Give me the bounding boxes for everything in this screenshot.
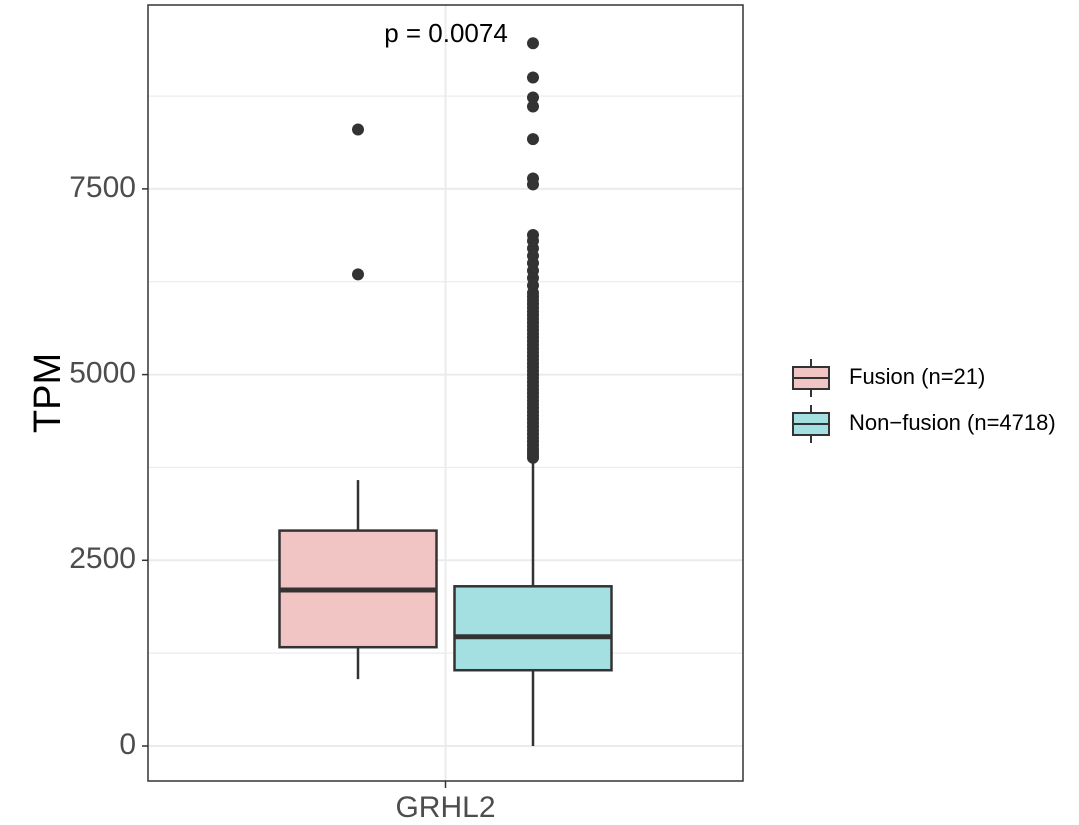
outlier-point: [527, 37, 539, 50]
legend-label: Fusion (n=21): [849, 364, 985, 389]
box-group: [278, 460, 613, 746]
y-tick-label: 7500: [69, 171, 136, 204]
y-tick-label: 2500: [69, 542, 136, 575]
x-axis: GRHL2: [395, 781, 496, 824]
outlier-point: [527, 100, 539, 113]
x-tick-label: GRHL2: [395, 791, 495, 824]
box-fusion: [278, 480, 438, 680]
legend: Fusion (n=21) Non−fusion (n=4718): [792, 359, 1056, 443]
y-axis: 0 2500 5000 7500: [69, 171, 148, 761]
gridlines: [148, 5, 743, 781]
outlier-point: [352, 268, 364, 281]
p-value-annotation: p = 0.0074: [384, 18, 508, 48]
outlier-point: [527, 172, 539, 185]
y-tick-label: 5000: [69, 357, 136, 390]
outlier-point: [527, 228, 539, 241]
outlier-point: [352, 123, 364, 136]
outlier-point: [527, 71, 539, 84]
box-non-fusion: [453, 460, 613, 746]
outlier-point: [527, 133, 539, 146]
legend-label: Non−fusion (n=4718): [849, 410, 1056, 435]
outlier-group: [352, 37, 539, 464]
outlier-point: [527, 91, 539, 104]
y-tick-label: 0: [119, 728, 136, 761]
y-axis-title: TPM: [27, 353, 69, 433]
box-body: [453, 585, 613, 672]
legend-item: Fusion (n=21): [792, 359, 985, 397]
legend-item: Non−fusion (n=4718): [792, 405, 1056, 443]
